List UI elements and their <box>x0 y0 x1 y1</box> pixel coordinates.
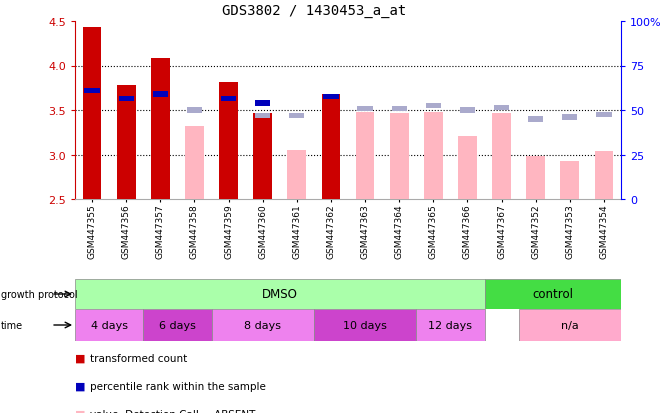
Bar <box>75 279 484 309</box>
Bar <box>323 95 339 100</box>
Text: ■: ■ <box>75 381 85 391</box>
Text: 10 days: 10 days <box>343 320 387 330</box>
Bar <box>143 309 211 341</box>
Bar <box>597 112 611 118</box>
Text: n/a: n/a <box>561 320 578 330</box>
Bar <box>519 309 621 341</box>
Bar <box>254 114 272 199</box>
Bar <box>289 114 305 119</box>
Bar <box>219 82 238 199</box>
Bar <box>287 151 306 199</box>
Bar <box>221 97 236 102</box>
Bar <box>528 117 544 122</box>
Bar <box>416 309 484 341</box>
Text: percentile rank within the sample: percentile rank within the sample <box>90 381 266 391</box>
Text: ■: ■ <box>75 353 85 363</box>
Text: 8 days: 8 days <box>244 320 281 330</box>
Bar <box>526 157 545 199</box>
Text: GDS3802 / 1430453_a_at: GDS3802 / 1430453_a_at <box>222 4 407 18</box>
Text: ■: ■ <box>75 409 85 413</box>
Text: growth protocol: growth protocol <box>1 289 77 299</box>
Bar <box>211 309 314 341</box>
Bar <box>255 114 270 119</box>
Bar <box>390 114 409 199</box>
Bar <box>424 112 443 199</box>
Bar <box>187 108 202 114</box>
Bar <box>358 106 373 112</box>
Text: 12 days: 12 days <box>428 320 472 330</box>
Bar <box>117 86 136 199</box>
Text: 4 days: 4 days <box>91 320 127 330</box>
Bar <box>484 279 621 309</box>
Bar <box>391 106 407 112</box>
Text: value, Detection Call = ABSENT: value, Detection Call = ABSENT <box>90 409 255 413</box>
Text: control: control <box>532 288 573 301</box>
Bar <box>356 112 374 199</box>
Bar <box>151 59 170 199</box>
Bar <box>321 95 340 199</box>
Bar <box>314 309 416 341</box>
Bar <box>458 136 477 199</box>
Text: time: time <box>1 320 23 330</box>
Bar <box>494 105 509 111</box>
Bar <box>255 101 270 106</box>
Bar <box>152 92 168 97</box>
Bar <box>75 309 143 341</box>
Text: DMSO: DMSO <box>262 288 298 301</box>
Text: 6 days: 6 days <box>159 320 196 330</box>
Bar <box>119 97 134 102</box>
Bar <box>425 104 441 109</box>
Bar <box>562 115 578 121</box>
Bar <box>460 108 475 114</box>
Bar <box>83 28 101 199</box>
Bar <box>595 152 613 199</box>
Bar <box>492 114 511 199</box>
Bar <box>85 88 100 94</box>
Text: transformed count: transformed count <box>90 353 187 363</box>
Bar <box>185 127 204 199</box>
Bar <box>560 161 579 199</box>
